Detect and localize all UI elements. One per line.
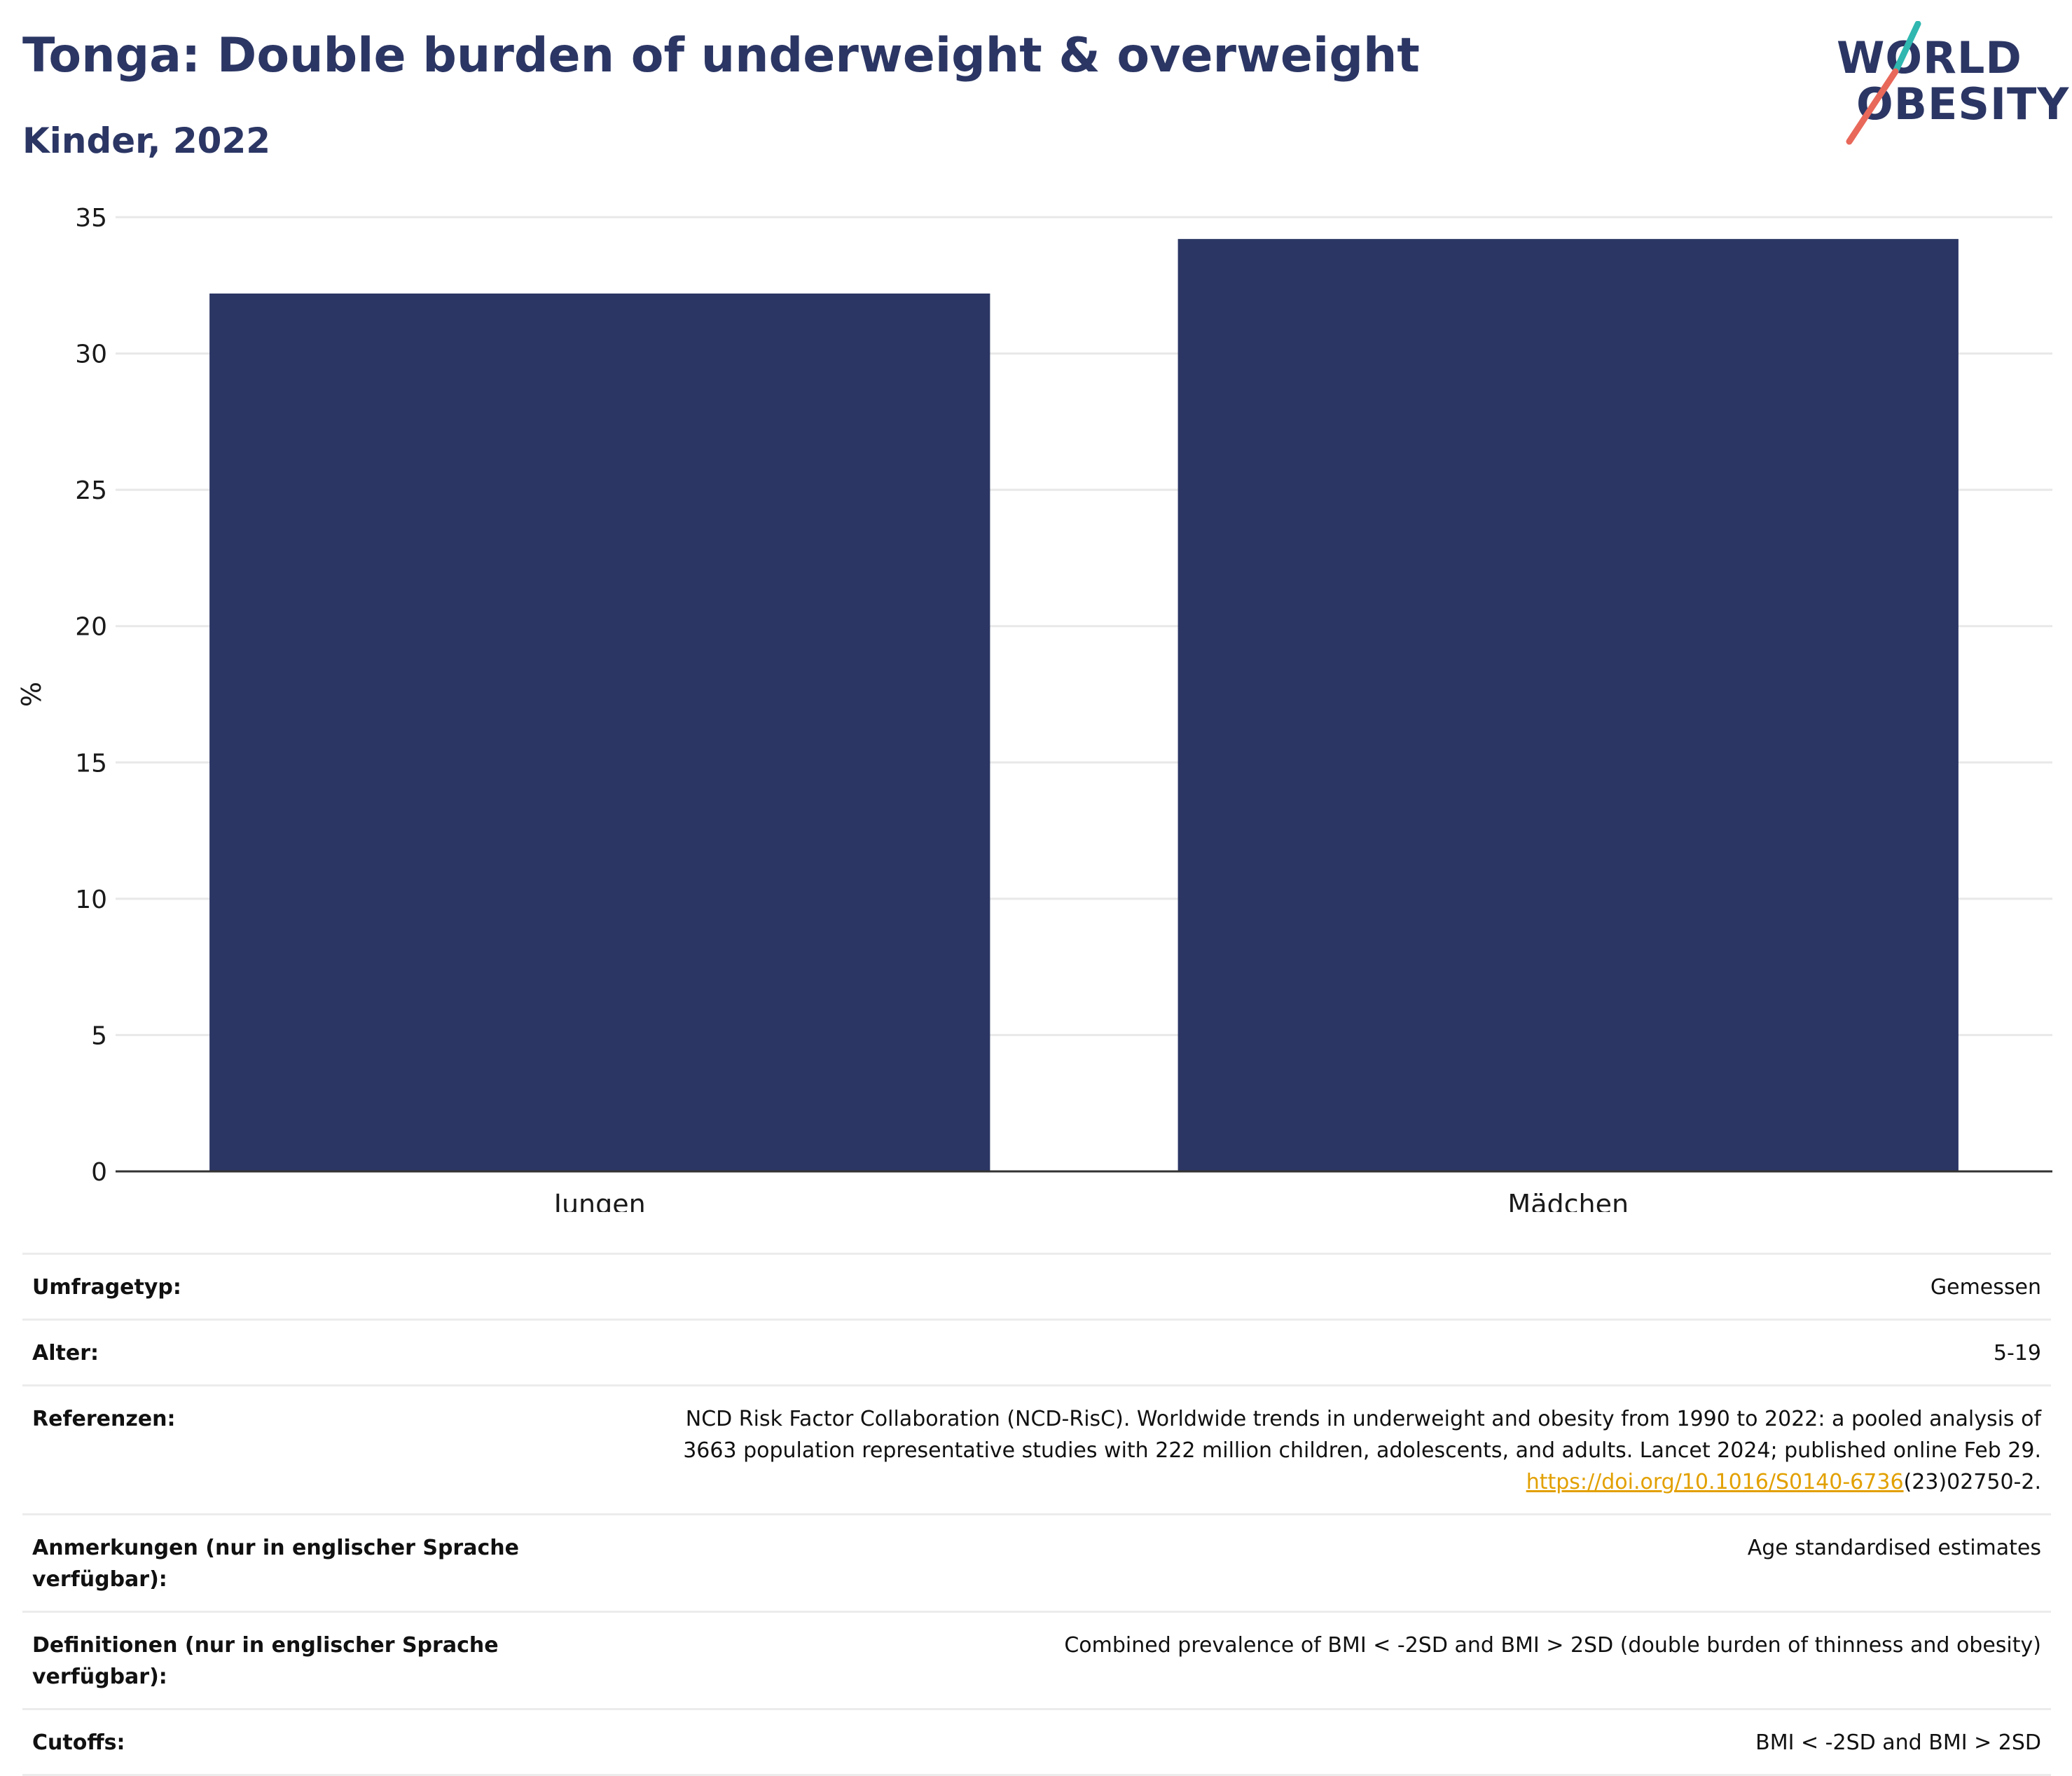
y-axis-ticks: 0 5 10 15 20 25 30 35 (75, 204, 107, 1187)
info-key: Referenzen: (32, 1407, 176, 1431)
bar-0[interactable] (209, 293, 990, 1172)
bar-chart: 0 5 10 15 20 25 30 35 Jungen Mädchen % (16, 204, 2052, 1212)
info-value: Gemessen (1930, 1275, 2041, 1300)
bar-1[interactable] (1177, 239, 1959, 1171)
chart-title: Tonga: Double burden of underweight & ov… (22, 28, 1420, 83)
info-value: Age standardised estimates (1747, 1536, 2041, 1560)
y-tick-label: 15 (75, 749, 107, 778)
info-row-definitions: Definitionen (nur in englischer Sprache … (22, 1611, 2051, 1709)
reference-doi-link[interactable]: https://doi.org/10.1016/S0140-6736 (1526, 1470, 1904, 1494)
y-tick-label: 20 (75, 613, 107, 642)
x-tick-label: Mädchen (1507, 1189, 1629, 1212)
info-key: Anmerkungen (nur in englischer Sprache v… (32, 1536, 519, 1592)
y-tick-label: 10 (75, 886, 107, 914)
x-axis-ticks: Jungen Mädchen (553, 1189, 1629, 1212)
y-tick-label: 0 (91, 1158, 107, 1187)
logo-word-obesity: OBESITY (1856, 78, 2070, 130)
info-row-age: Alter: 5-19 (22, 1319, 2051, 1386)
info-key: Definitionen (nur in englischer Sprache … (32, 1633, 499, 1689)
info-key: Alter: (32, 1341, 99, 1365)
info-value: Combined prevalence of BMI < -2SD and BM… (1064, 1633, 2041, 1658)
info-key: Umfragetyp: (32, 1275, 181, 1300)
info-row-cutoffs: Cutoffs: BMI < -2SD and BMI > 2SD (22, 1709, 2051, 1775)
y-axis-label: % (16, 682, 47, 707)
y-tick-label: 30 (75, 340, 107, 369)
reference-text-line1: NCD Risk Factor Collaboration (NCD-RisC)… (685, 1407, 2041, 1431)
y-tick-label: 25 (75, 476, 107, 505)
info-row-notes: Anmerkungen (nur in englischer Sprache v… (22, 1514, 2051, 1612)
reference-text-line2: 3663 population representative studies w… (683, 1438, 2041, 1463)
logo-word-world: WORLD (1837, 32, 2022, 83)
info-row-references: Referenzen: NCD Risk Factor Collaboratio… (22, 1385, 2051, 1515)
world-obesity-logo: WORLD OBESITY (1828, 21, 2068, 147)
bars (209, 239, 1959, 1172)
y-tick-label: 35 (75, 204, 107, 233)
info-value: NCD Risk Factor Collaboration (NCD-RisC)… (532, 1386, 2051, 1515)
info-key: Cutoffs: (32, 1730, 125, 1755)
info-value: 5-19 (1993, 1341, 2041, 1365)
y-tick-label: 5 (91, 1021, 107, 1050)
logo-slash-icon (1846, 21, 1921, 145)
info-table: Umfragetyp: Gemessen Alter: 5-19 Referen… (22, 1253, 2051, 1776)
chart-subtitle: Kinder, 2022 (22, 121, 271, 161)
reference-doi-suffix: (23)02750-2. (1903, 1470, 2041, 1494)
info-row-survey-type: Umfragetyp: Gemessen (22, 1253, 2051, 1320)
x-tick-label: Jungen (553, 1189, 646, 1212)
info-value: BMI < -2SD and BMI > 2SD (1755, 1730, 2041, 1755)
